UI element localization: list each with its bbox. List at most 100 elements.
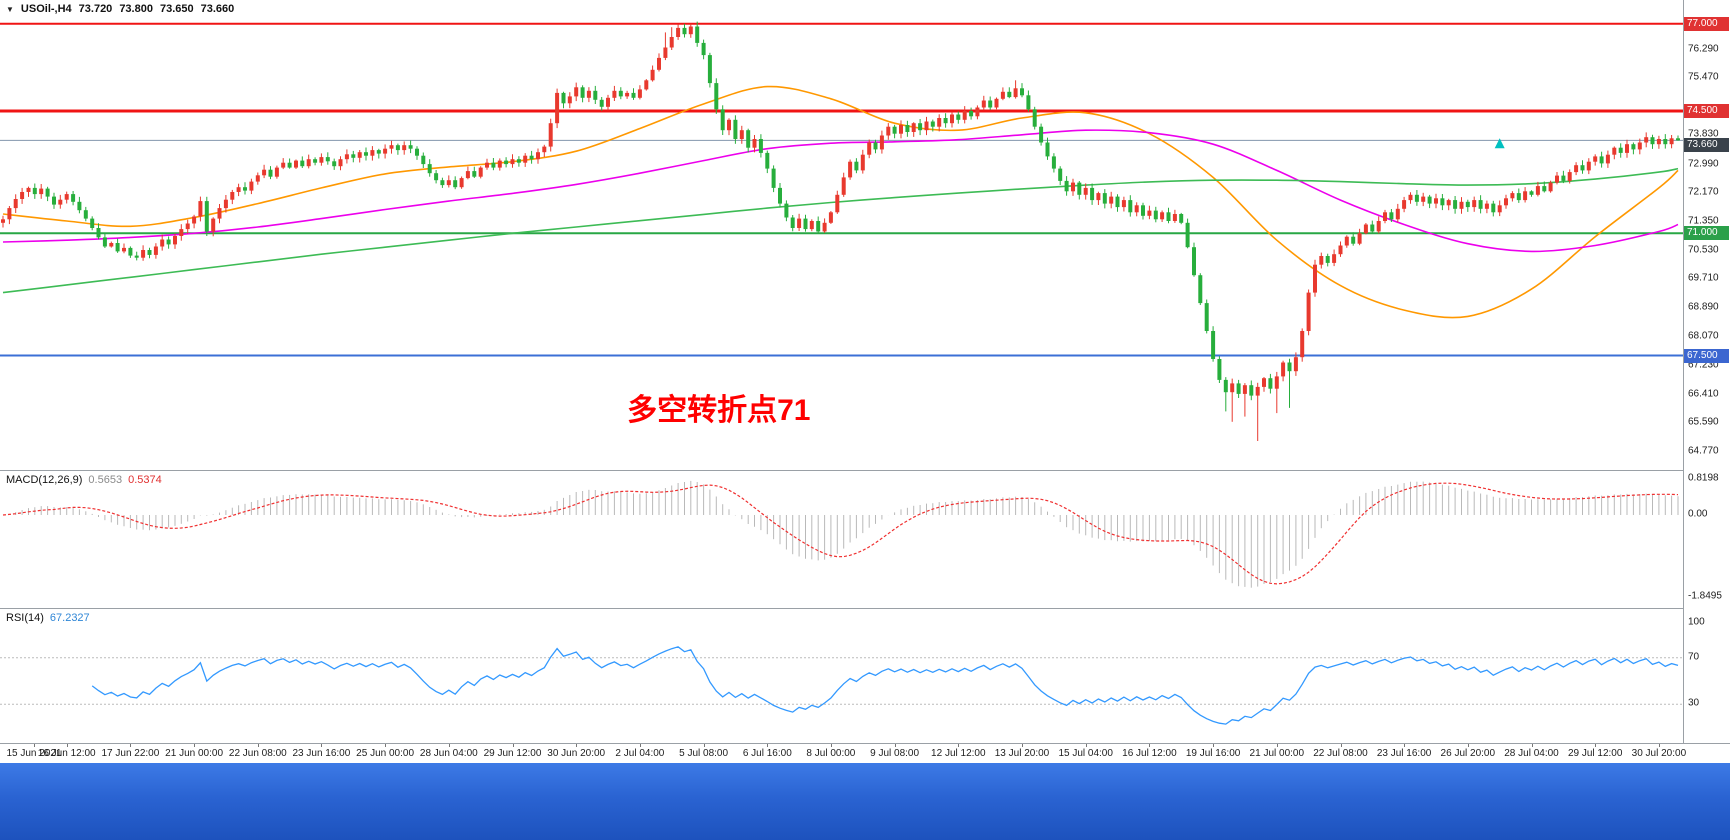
macd-signal-value: 0.5374 xyxy=(128,474,162,486)
time-tick xyxy=(1149,744,1151,747)
macd-main-value: 0.5653 xyxy=(88,474,123,486)
price-tick-label: 73.830 xyxy=(1688,128,1719,140)
time-tick xyxy=(321,744,323,747)
time-label: 15 Jun 2021 xyxy=(6,748,62,759)
time-tick xyxy=(1340,744,1342,747)
time-label: 8 Jul 00:00 xyxy=(806,748,856,759)
current-price-badge: 73.660 xyxy=(1684,138,1729,153)
time-tick xyxy=(194,744,196,747)
time-label: 17 Jun 22:00 xyxy=(101,748,160,759)
time-tick xyxy=(576,744,578,747)
time-label: 21 Jun 00:00 xyxy=(165,748,224,759)
macd-label-row: MACD(12,26,9) 0.5653 0.5374 xyxy=(6,474,162,486)
time-label: 15 Jul 04:00 xyxy=(1058,748,1113,759)
time-tick xyxy=(830,744,832,747)
time-label: 23 Jul 16:00 xyxy=(1376,748,1432,759)
macd-tick-label: -1.8495 xyxy=(1688,590,1722,602)
time-tick xyxy=(1404,744,1406,747)
time-tick xyxy=(1658,744,1660,747)
price-tick-label: 68.070 xyxy=(1688,330,1719,342)
chart-annotation-text: 多空转折点71 xyxy=(627,394,810,427)
time-tick xyxy=(385,744,387,747)
macd-name: MACD(12,26,9) xyxy=(6,474,83,486)
price-tick-label: 65.590 xyxy=(1688,416,1719,428)
quote-close: 73.660 xyxy=(200,3,235,15)
time-label: 23 Jun 16:00 xyxy=(292,748,351,759)
time-label: 21 Jul 00:00 xyxy=(1249,748,1305,759)
rsi-line xyxy=(91,646,1679,725)
time-tick xyxy=(448,744,450,747)
macd-tick-label: 0.00 xyxy=(1688,508,1708,520)
time-tick xyxy=(66,744,68,747)
rsi-tick-label: 30 xyxy=(1688,697,1700,709)
rsi-canvas[interactable] xyxy=(0,609,1683,743)
price-tick-label: 76.290 xyxy=(1688,43,1719,54)
quote-header: ▼ USOil-,H4 73.720 73.800 73.650 73.660 xyxy=(6,3,234,15)
time-label: 30 Jul 20:00 xyxy=(1631,748,1687,759)
rsi-tick-label: 70 xyxy=(1688,651,1700,663)
time-label: 13 Jul 20:00 xyxy=(994,748,1050,759)
time-label: 28 Jul 04:00 xyxy=(1504,748,1559,759)
rsi-value: 67.2327 xyxy=(49,612,90,624)
price-tick-label: 68.890 xyxy=(1688,301,1719,313)
price-tick-label: 72.990 xyxy=(1688,158,1719,170)
price-tick-label: 67.230 xyxy=(1688,359,1719,371)
macd-histogram xyxy=(8,480,1679,588)
quote-open: 73.720 xyxy=(78,3,113,15)
ma-mid-magenta xyxy=(2,129,1679,253)
ma-fast-orange xyxy=(2,85,1679,319)
time-label: 22 Jul 08:00 xyxy=(1313,748,1368,759)
time-label: 16 Jun 12:00 xyxy=(37,748,96,759)
time-label: 19 Jul 16:00 xyxy=(1185,748,1241,759)
candles xyxy=(1,21,1680,441)
price-tick-label: 72.170 xyxy=(1688,186,1719,198)
time-tick xyxy=(1022,744,1023,747)
time-label: 26 Jul 20:00 xyxy=(1440,748,1496,759)
time-tick xyxy=(703,744,705,747)
up-arrow-marker[interactable] xyxy=(1494,138,1505,149)
time-label: 30 Jun 20:00 xyxy=(547,748,606,759)
time-label: 16 Jul 12:00 xyxy=(1122,748,1177,759)
time-label: 6 Jul 16:00 xyxy=(742,748,792,759)
time-tick xyxy=(1531,744,1533,747)
time-tick xyxy=(767,744,769,747)
price-axis[interactable]: 76.290 75.470 73.830 72.990 72.170 71.350 70.5… xyxy=(1683,0,1730,743)
time-tick xyxy=(130,744,132,747)
time-label: 29 Jul 12:00 xyxy=(1567,748,1623,759)
quote-low: 73.650 xyxy=(159,3,194,15)
price-tick-label: 70.530 xyxy=(1688,244,1719,256)
time-label: 29 Jun 12:00 xyxy=(483,748,542,759)
time-tick xyxy=(512,744,514,747)
time-tick xyxy=(1085,744,1087,747)
price-tick-label: 75.470 xyxy=(1688,71,1719,83)
time-axis[interactable]: 15 Jun 2021 16 Jun 12:00 17 Jun 22:00 21 Ju… xyxy=(0,743,1730,763)
time-label: 25 Jun 00:00 xyxy=(356,748,415,759)
time-tick xyxy=(1276,744,1278,747)
macd-canvas[interactable] xyxy=(0,471,1683,608)
macd-pane[interactable]: MACD(12,26,9) 0.5653 0.5374 xyxy=(0,470,1683,608)
time-label: 5 Jul 08:00 xyxy=(679,748,729,759)
hline-badge-67.500: 67.500 xyxy=(1684,348,1729,363)
quote-high: 73.800 xyxy=(119,3,153,15)
price-tick-label: 71.350 xyxy=(1688,215,1719,227)
time-label: 22 Jun 08:00 xyxy=(228,748,287,759)
time-tick xyxy=(1595,744,1597,747)
hline-badge-74.500: 74.500 xyxy=(1684,104,1729,118)
time-tick xyxy=(34,744,35,747)
time-tick xyxy=(257,744,259,747)
time-label: 28 Jun 04:00 xyxy=(419,748,478,759)
rsi-pane[interactable]: RSI(14) 67.2327 xyxy=(0,608,1683,743)
macd-signal-line xyxy=(2,482,1679,585)
price-pane[interactable]: 多空转折点71 ▼ USOil-,H4 73.720 73.800 73.650… xyxy=(0,0,1683,470)
price-tick-label: 69.710 xyxy=(1688,272,1719,284)
hline-badge-71.000: 71.000 xyxy=(1684,226,1729,241)
time-tick xyxy=(894,744,896,747)
time-tick xyxy=(1467,744,1469,747)
rsi-label-row: RSI(14) 67.2327 xyxy=(6,612,90,624)
price-chart-canvas[interactable]: 多空转折点71 xyxy=(0,0,1683,470)
rsi-name: RSI(14) xyxy=(6,612,44,624)
time-tick xyxy=(1213,744,1215,747)
chevron-down-icon[interactable]: ▼ xyxy=(6,4,14,14)
ma-slow-green xyxy=(2,167,1679,294)
